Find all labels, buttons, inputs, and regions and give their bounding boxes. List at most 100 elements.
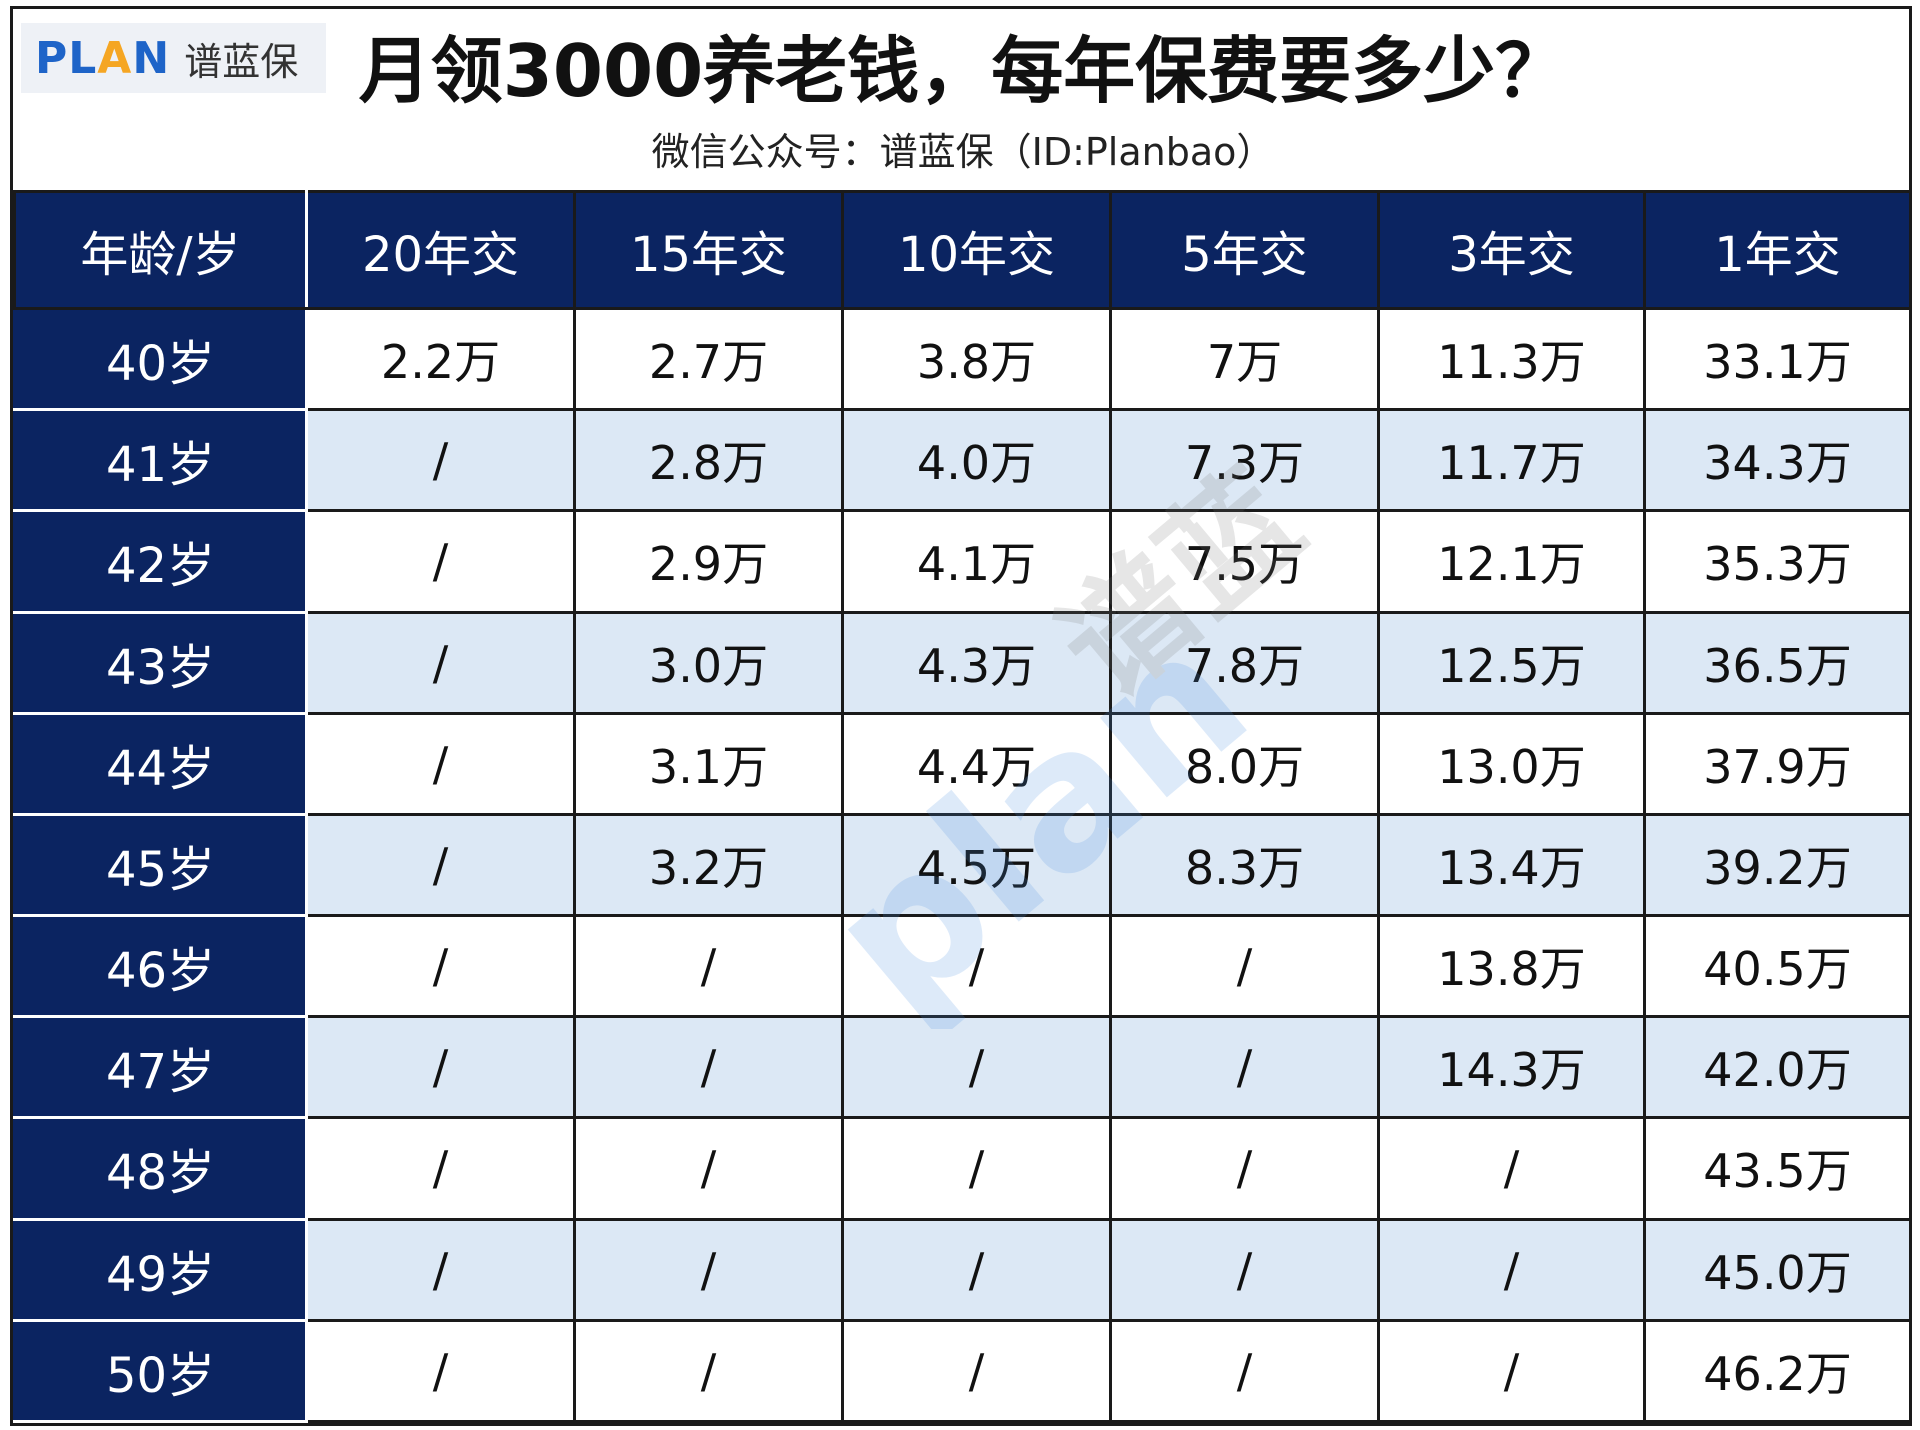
premium-cell: 7万	[1109, 306, 1380, 412]
premium-cell: 40.5万	[1643, 914, 1912, 1019]
premium-cell: /	[573, 1116, 844, 1221]
premium-cell: /	[573, 1318, 844, 1424]
premium-cell: 7.3万	[1109, 408, 1380, 513]
table-row: 46岁 / / //13.8万 40.5万	[13, 914, 1912, 1019]
premium-cell: /	[573, 914, 844, 1019]
table-body: 40岁 2.2万 2.7万 3.8万 7万 11.3万 33.1万 41岁/2.8万 4.0万 7…	[13, 306, 1912, 1424]
premium-cell: 2.2万	[305, 306, 576, 412]
premium-cell: 11.3万	[1377, 306, 1646, 412]
premium-cell: 33.1万	[1643, 306, 1912, 412]
premium-cell: 13.4万	[1377, 812, 1646, 918]
logo-plan-text: PLAN	[35, 32, 171, 84]
premium-cell: 7.5万	[1109, 509, 1380, 614]
column-header-term: 15年交	[573, 190, 844, 310]
column-header-term: 3年交	[1377, 190, 1646, 310]
premium-cell: 11.7万	[1377, 408, 1646, 513]
premium-cell: /	[1109, 1015, 1380, 1120]
table-row: 42岁/2.9万 4.1万 7.5万 12.1万 35.3万	[13, 509, 1912, 614]
row-age-label: 45岁	[13, 812, 308, 918]
premium-cell: 8.0万	[1109, 711, 1380, 816]
premium-cell: 36.5万	[1643, 610, 1912, 715]
premium-cell: 7.8万	[1109, 610, 1380, 715]
premium-cell: 3.2万	[573, 812, 844, 918]
premium-cell: 8.3万	[1109, 812, 1380, 918]
premium-table: 年龄/岁 20年交 15年交 10年交 5年交 3年交 1年交 40岁 2.2万 2.7万 3.8…	[13, 190, 1912, 1424]
table-row: 50岁 / / / //46.2万	[13, 1318, 1912, 1424]
premium-cell: 12.5万	[1377, 610, 1646, 715]
premium-cell: 12.1万	[1377, 509, 1646, 614]
premium-cell: /	[305, 610, 576, 715]
premium-cell: /	[1109, 914, 1380, 1019]
premium-cell: 3.1万	[573, 711, 844, 816]
table-row: 41岁/2.8万 4.0万 7.3万 11.7万 34.3万	[13, 408, 1912, 513]
table-header-row: 年龄/岁 20年交 15年交 10年交 5年交 3年交 1年交	[13, 190, 1912, 310]
premium-cell: /	[841, 1217, 1112, 1322]
row-age-label: 40岁	[13, 306, 308, 412]
table-row: 48岁 / / / //43.5万	[13, 1116, 1912, 1221]
premium-cell: 14.3万	[1377, 1015, 1646, 1120]
row-age-label: 47岁	[13, 1015, 308, 1120]
premium-cell: 43.5万	[1643, 1116, 1912, 1221]
table-row: 43岁/3.0万 4.3万 7.8万 12.5万 36.5万	[13, 610, 1912, 715]
premium-cell: /	[305, 1015, 576, 1120]
row-age-label: 46岁	[13, 914, 308, 1019]
table-row: 49岁 / / / //45.0万	[13, 1217, 1912, 1322]
premium-cell: /	[305, 509, 576, 614]
column-header-age: 年龄/岁	[13, 190, 308, 310]
logo-cn-text: 谱蓝保	[184, 39, 299, 84]
premium-cell: /	[305, 1217, 576, 1322]
premium-cell: 4.4万	[841, 711, 1112, 816]
premium-cell: 4.0万	[841, 408, 1112, 513]
premium-cell: 4.3万	[841, 610, 1112, 715]
header: PLAN 谱蓝保 月领3000养老钱，每年保费要多少？ 微信公众号：谱蓝保（ID…	[13, 9, 1909, 190]
premium-cell: /	[305, 711, 576, 816]
premium-cell: 45.0万	[1643, 1217, 1912, 1322]
premium-cell: /	[305, 812, 576, 918]
row-age-label: 50岁	[13, 1318, 308, 1424]
premium-cell: /	[1377, 1217, 1646, 1322]
row-age-label: 48岁	[13, 1116, 308, 1221]
column-header-term: 10年交	[841, 190, 1112, 310]
table-row: 40岁 2.2万 2.7万 3.8万 7万 11.3万 33.1万	[13, 306, 1912, 412]
row-age-label: 49岁	[13, 1217, 308, 1322]
premium-cell: /	[841, 1015, 1112, 1120]
infographic-frame: PLAN 谱蓝保 月领3000养老钱，每年保费要多少？ 微信公众号：谱蓝保（ID…	[10, 6, 1912, 1426]
row-age-label: 44岁	[13, 711, 308, 816]
premium-cell: /	[573, 1015, 844, 1120]
premium-cell: /	[1109, 1318, 1380, 1424]
premium-cell: 3.0万	[573, 610, 844, 715]
premium-cell: 39.2万	[1643, 812, 1912, 918]
premium-cell: /	[841, 914, 1112, 1019]
premium-cell: /	[573, 1217, 844, 1322]
page-title: 月领3000养老钱，每年保费要多少？	[358, 29, 1568, 113]
premium-cell: /	[841, 1318, 1112, 1424]
row-age-label: 42岁	[13, 509, 308, 614]
premium-cell: /	[305, 1116, 576, 1221]
column-header-term: 5年交	[1109, 190, 1380, 310]
table-row: 47岁 / / //14.3万 42.0万	[13, 1015, 1912, 1120]
row-age-label: 41岁	[13, 408, 308, 513]
premium-cell: /	[305, 1318, 576, 1424]
premium-cell: 3.8万	[841, 306, 1112, 412]
premium-cell: 4.1万	[841, 509, 1112, 614]
premium-cell: /	[305, 914, 576, 1019]
premium-cell: /	[1377, 1318, 1646, 1424]
premium-cell: /	[1109, 1116, 1380, 1221]
column-header-term: 20年交	[305, 190, 576, 310]
premium-cell: 2.9万	[573, 509, 844, 614]
premium-cell: 4.5万	[841, 812, 1112, 918]
column-header-term: 1年交	[1643, 190, 1912, 310]
premium-cell: 35.3万	[1643, 509, 1912, 614]
premium-cell: 37.9万	[1643, 711, 1912, 816]
premium-cell: 46.2万	[1643, 1318, 1912, 1424]
premium-cell: 13.0万	[1377, 711, 1646, 816]
premium-cell: 42.0万	[1643, 1015, 1912, 1120]
premium-cell: /	[1109, 1217, 1380, 1322]
brand-logo: PLAN 谱蓝保	[21, 23, 326, 93]
table-row: 45岁/3.2万 4.5万 8.3万 13.4万 39.2万	[13, 812, 1912, 918]
premium-cell: 2.8万	[573, 408, 844, 513]
premium-cell: 2.7万	[573, 306, 844, 412]
row-age-label: 43岁	[13, 610, 308, 715]
table-row: 44岁/3.1万 4.4万 8.0万 13.0万 37.9万	[13, 711, 1912, 816]
premium-cell: 34.3万	[1643, 408, 1912, 513]
